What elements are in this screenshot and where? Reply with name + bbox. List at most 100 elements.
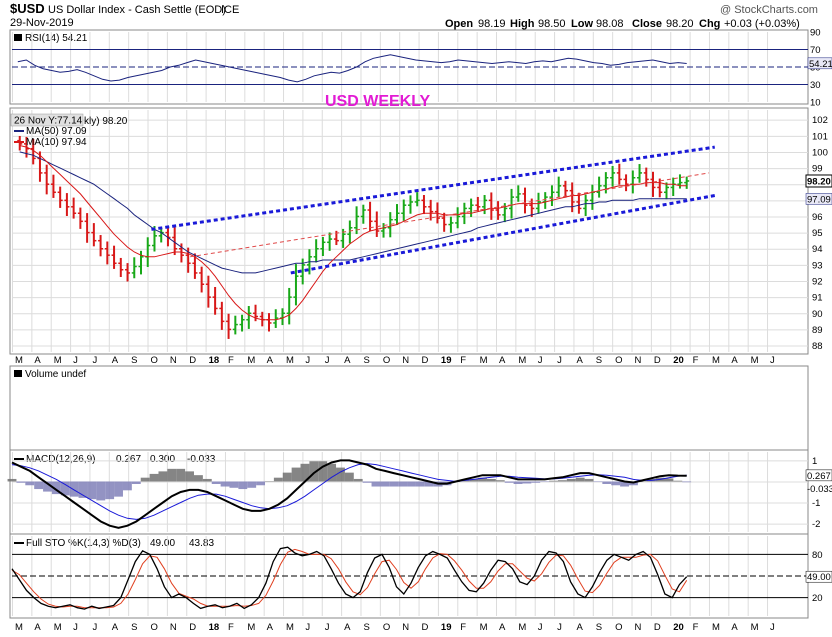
macd-tick-label: -1 [812,498,820,509]
chart-date: 29-Nov-2019 [10,17,74,29]
price-bar [320,236,326,257]
x-axis-top: M A M J J A S O N D 18 F M A M J J A S O N D 19 F M A M J J A S O N D 20 F M… [15,355,775,366]
macd-hist-last-value: -0.033 [807,484,832,495]
sto-d-line [11,548,688,609]
x-tick-label: D [189,622,196,633]
price-bar [367,201,373,232]
watermark: @ StockCharts.com [720,4,818,16]
volume-panel: Volume undef [9,365,809,451]
price-bar [239,314,245,332]
macd-hist-bar [424,481,434,487]
high-label: High [510,18,535,30]
price-bar [428,199,434,221]
usd-weekly-annotation: USD WEEKLY [325,93,431,110]
volume-collapse-icon[interactable] [14,370,22,377]
chg-value: +0.03 (+0.03%) [724,18,800,30]
sto-last-value: 49.00 [807,572,831,583]
price-tick-label: 100 [812,147,828,158]
x-tick-label: J [305,622,310,633]
macd-hist-bar [140,477,150,482]
macd-hist-bar [167,468,177,482]
price-bar [118,257,124,277]
x-tick-label: 18 [209,355,220,366]
macd-line [11,459,687,529]
ma10-line [19,145,687,321]
macd-tick-label: 1 [812,456,817,467]
macd-hist-bar [495,480,505,482]
macd-hist-bar [193,475,203,482]
price-tick-label: 102 [812,115,828,126]
price-bar [596,176,602,198]
price-bar [327,232,333,251]
price-bar [407,195,413,214]
macd-last-value: 0.267 [807,471,831,482]
x-tick-label: F [228,355,234,366]
x-tick-label: A [576,355,583,366]
x-tick-label: M [286,355,294,366]
price-bar [448,216,454,233]
x-tick-label: D [654,355,661,366]
price-bar [549,185,555,206]
macd-hist-bar [220,481,230,487]
rsi-tick-label: 30 [810,80,821,91]
macd-hist-bar [176,468,186,482]
macd-hist-bar [25,481,35,486]
x-tick-label: N [170,622,177,633]
x-tick-label: M [247,622,255,633]
macd-hist-bar [69,481,79,497]
rsi-legend: RSI(14) 54.21 [25,33,88,44]
macd-hist-bar [51,481,61,495]
x-tick-label: O [383,355,390,366]
price-bar [226,313,232,339]
x-tick-label: J [538,622,543,633]
price-bar [131,257,137,279]
x-tick-label: D [422,355,429,366]
price-bar [522,187,528,214]
price-bar [589,184,595,210]
x-tick-label: A [731,355,738,366]
volume-legend: Volume undef [25,369,86,380]
price-tick-label: 101 [812,131,828,142]
sto-k-line [11,546,688,610]
macd-hist-bar [238,481,248,490]
macd-hist-bar [105,481,115,500]
x-tick-label: J [92,355,97,366]
price-bar [515,185,521,202]
x-tick-label: F [693,622,699,633]
x-tick-label: S [131,355,137,366]
price-bar [50,174,56,198]
macd-hist-bar [602,481,612,484]
panel-collapse-icon[interactable] [14,34,22,41]
sto-k-legend-value: 49.00 [150,538,175,549]
price-bar [111,245,117,269]
price-bar [205,275,211,308]
macd-hist-bar [398,481,408,487]
price-bar [172,227,178,256]
x-tick-label: O [151,355,158,366]
macd-hist-bar [522,481,532,484]
price-bar [360,204,366,224]
price-tick-label: 99 [812,164,823,175]
price-bar [495,201,501,220]
x-tick-label: N [402,622,409,633]
x-tick-label: N [170,355,177,366]
sto-panel: Full STO %K(14,3) %D(3) 49.00 43.83 80 20… [9,533,832,619]
rsi-panel: RSI(14) 54.21 907050301054.21 [9,28,832,109]
price-bar [455,207,461,229]
macd-hist-bar [389,481,399,487]
price-panel: 1021011009996959493929190898898.2097.09 … [9,107,832,355]
x-tick-label: J [557,355,562,366]
x-tick-label: F [460,622,466,633]
macd-hist-bar [43,481,52,492]
macd-hist-bar [469,478,479,482]
sto-last-box [805,570,832,583]
price-bar [192,253,198,279]
price-bar [125,263,131,282]
price-tick-label: 95 [812,228,823,239]
macd-hist-bar [371,481,381,487]
price-bar [576,192,582,214]
macd-hist-bar [202,478,212,482]
price-bar [670,177,676,196]
close-value: 98.20 [666,18,694,30]
rsi-tick-label: 70 [810,45,821,56]
